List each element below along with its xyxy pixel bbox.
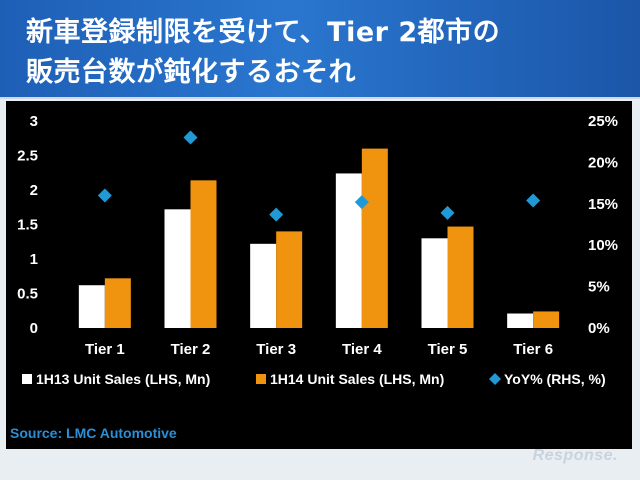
chart-panel: 0 0.5 1 1.5 2 2.5 3 0% 5% 10% 15% 20% 25% Tier 1 Tier … <box>6 101 632 449</box>
response-logo-text: Response. <box>532 447 618 464</box>
bar-1h13 <box>507 313 534 328</box>
y-left-tick-label: 1.5 <box>17 217 38 234</box>
title-bar: 新車登録制限を受けて、Tier 2都市の 販売台数が鈍化するおそれ <box>0 0 640 99</box>
bar-1h14 <box>533 311 560 328</box>
bar-1h13 <box>250 243 277 328</box>
legend-label: 1H14 Unit Sales (LHS, Mn) <box>270 371 444 387</box>
bar-1h14 <box>276 231 303 328</box>
yoy-point <box>354 195 369 210</box>
bar-1h14 <box>447 226 474 328</box>
y-right-tick-label: 25% <box>588 113 618 130</box>
y-right-tick-label: 10% <box>588 237 618 254</box>
yoy-point <box>97 188 112 203</box>
slide-title-line-1: 新車登録制限を受けて、Tier 2都市の <box>26 17 501 48</box>
yoy-point <box>440 205 455 220</box>
bar-1h14 <box>104 278 131 328</box>
y-left-tick-label: 1 <box>30 251 38 268</box>
source-note: Source: LMC Automotive <box>10 425 177 441</box>
bar-1h14 <box>361 148 388 328</box>
x-tick-label: Tier 5 <box>428 341 468 358</box>
bar-1h13 <box>164 209 191 328</box>
y-right-tick-label: 15% <box>588 196 618 213</box>
bar-1h14 <box>190 180 217 328</box>
yoy-point <box>269 207 284 222</box>
response-logo: Response. <box>510 447 628 473</box>
y-right-tick-label: 5% <box>588 279 610 296</box>
x-tick-label: Tier 3 <box>256 341 296 358</box>
y-left-tick-label: 3 <box>30 113 38 130</box>
legend-label: YoY% (RHS, %) <box>504 371 606 387</box>
y-right-tick-label: 0% <box>588 320 610 337</box>
x-tick-label: Tier 2 <box>171 341 211 358</box>
legend-swatch <box>489 373 501 385</box>
legend-swatch <box>22 374 32 384</box>
x-tick-label: Tier 4 <box>342 341 382 358</box>
y-left-tick-label: 0 <box>30 320 38 337</box>
legend-swatch <box>256 374 266 384</box>
bar-1h13 <box>78 285 105 328</box>
y-left-tick-label: 2.5 <box>17 148 38 165</box>
yoy-point <box>183 130 198 145</box>
bar-1h13 <box>335 173 362 328</box>
y-left-tick-label: 0.5 <box>17 286 38 303</box>
slide-title-line-2: 販売台数が鈍化するおそれ <box>26 57 356 88</box>
x-tick-label: Tier 6 <box>513 341 553 358</box>
bar-1h13 <box>421 238 448 328</box>
x-tick-label: Tier 1 <box>85 341 125 358</box>
y-right-tick-label: 20% <box>588 154 618 171</box>
combo-chart: 0 0.5 1 1.5 2 2.5 3 0% 5% 10% 15% 20% 25% Tier 1 Tier … <box>17 113 618 387</box>
legend-label: 1H13 Unit Sales (LHS, Mn) <box>36 371 210 387</box>
yoy-point <box>526 193 541 208</box>
y-left-tick-label: 2 <box>30 182 38 199</box>
